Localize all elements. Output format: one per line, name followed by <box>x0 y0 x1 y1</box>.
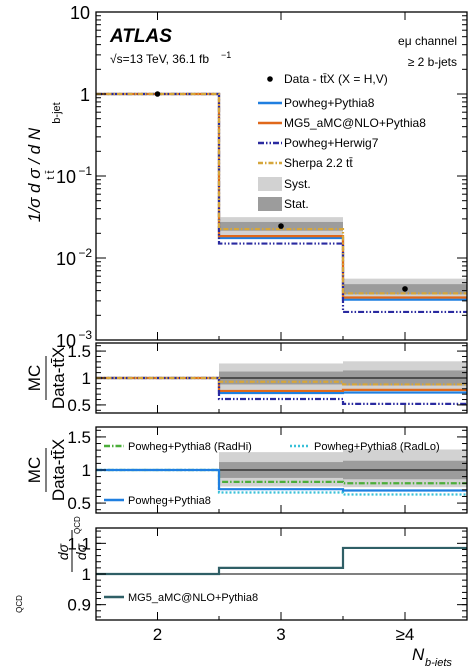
channel-label: eμ channel <box>398 34 457 48</box>
legend-label: Powheg+Pythia8 <box>284 96 375 110</box>
main-y-axis-label-den: b-jet <box>51 102 63 123</box>
panel-ratio3: 0.9 1 1.1 <box>67 527 468 621</box>
y-tick-label: 0.5 <box>67 396 91 415</box>
legend-data-label: Data - tt̄X (X = H,V) <box>284 72 388 86</box>
legend-syst-label: Syst. <box>284 177 311 191</box>
series-line-powheg-pythia8 <box>96 468 467 492</box>
x-axis-label: N <box>412 645 425 664</box>
y-tick-exponent: −1 <box>78 164 92 178</box>
legend-label: MG5_aMC@NLO+Pythia8 <box>284 116 426 130</box>
y-tick-label: 0.9 <box>67 596 91 615</box>
y-tick-label: 0.5 <box>67 494 91 513</box>
y-tick-label: 1 <box>82 461 91 480</box>
jets-label: ≥ 2 b-jets <box>408 55 457 69</box>
data-point <box>402 286 408 292</box>
y-tick-exponent: −2 <box>78 246 92 260</box>
y-tick-label: 1.1 <box>67 534 91 553</box>
main-y-axis-label-text: 1/σ d σ / d N <box>25 127 44 222</box>
series-line-sherpa-2-2-tt- <box>96 92 467 295</box>
ratio3-y-label-sup: QCD <box>73 516 82 534</box>
legend-label: Powheg+Herwig7 <box>284 136 379 150</box>
x-tick-label: ≥4 <box>396 625 415 644</box>
y-tick-label: 10 <box>70 3 90 23</box>
ratio2-legend-label: Powheg+Pythia8 <box>128 495 211 507</box>
series-line-sherpa-2-2-tt- <box>96 376 467 386</box>
ratio-y-label-top: MC <box>25 365 44 391</box>
y-tick-label: 10 <box>56 249 76 269</box>
legend-stat-label: Stat. <box>284 197 309 211</box>
main-y-axis-label-sub: t t̄ <box>45 170 57 180</box>
y-tick-label: 10 <box>56 331 76 351</box>
ratio3-y-label-left-sup: QCD <box>15 595 24 613</box>
data-point <box>154 91 161 97</box>
ratio3-y-label-num: dσ <box>55 543 71 560</box>
ratio-y-label-bottom: Data-tt̄X <box>49 347 68 409</box>
ratio-y-axis-label: MC Data-tt̄X <box>25 347 68 409</box>
ratio3-y-label-den: dσ <box>73 543 89 560</box>
data-point <box>278 223 284 229</box>
series-line-mg5-amc-nlo-pythia8 <box>96 546 467 576</box>
legend-label: Sherpa 2.2 tt̄ <box>284 156 353 170</box>
energy-label: √s=13 TeV, 36.1 fb <box>110 52 209 66</box>
y-tick-label: 1.5 <box>67 428 91 447</box>
x-axis-label-sub: b-jets <box>425 657 452 666</box>
legend-data-marker <box>267 76 273 82</box>
legend-syst-swatch <box>258 177 282 191</box>
ratio3-legend-label: MG5_aMC@NLO+Pythia8 <box>128 592 258 604</box>
ratio-y-label-bottom: Data-tt̄X <box>49 439 68 501</box>
labels-layer: ATLAS √s=13 TeV, 36.1 fb −1 eμ channel ≥ 2 b… <box>15 26 457 666</box>
y-tick-label: 1 <box>82 369 91 388</box>
y-tick-label: 10 <box>56 167 76 187</box>
panel-ratio1: 0.5 1 1.5 <box>67 342 468 415</box>
y-tick-label: 1.5 <box>67 342 91 361</box>
atlas-label: ATLAS <box>109 26 172 47</box>
panel-ratio2: 0.5 1 1.5 <box>67 426 468 514</box>
x-tick-label: 2 <box>153 625 162 644</box>
y-tick-exponent: −3 <box>78 328 92 342</box>
y-tick-label: 1 <box>82 565 91 584</box>
ratio-y-label-top: MC <box>25 457 44 483</box>
energy-label-exponent: −1 <box>221 50 231 60</box>
x-tick-label: 3 <box>276 625 285 644</box>
series-line-powheg-pythia8-radhi- <box>96 468 467 485</box>
ratio-y-axis-label: MC Data-tt̄X <box>25 439 68 501</box>
ratio2-legend-label: Powheg+Pythia8 (RadLo) <box>314 441 440 453</box>
ratio2-legend-label: Powheg+Pythia8 (RadHi) <box>128 441 252 453</box>
series-line-powheg-pythia8-radlo- <box>96 468 467 496</box>
legend-stat-swatch <box>258 197 282 211</box>
y-tick-label: 1 <box>80 85 90 105</box>
